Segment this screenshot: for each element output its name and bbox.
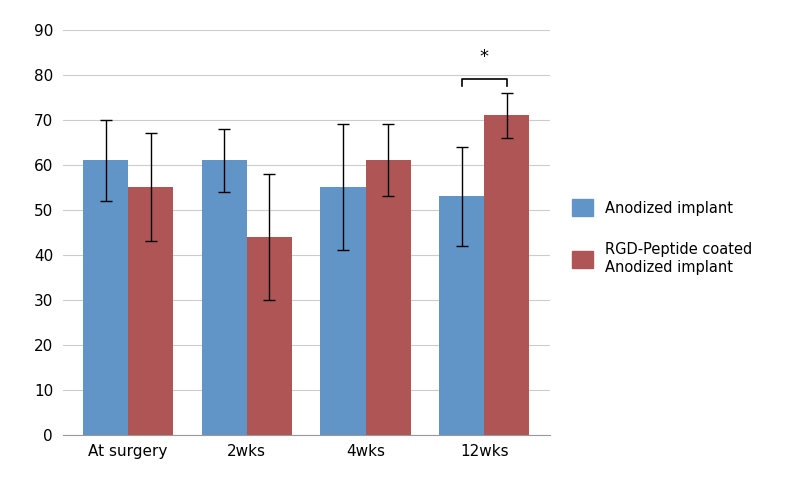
Bar <box>484 115 529 435</box>
Bar <box>128 187 173 435</box>
Bar <box>202 160 246 435</box>
Bar <box>439 196 484 435</box>
Legend: Anodized implant, RGD-Peptide coated
Anodized implant: Anodized implant, RGD-Peptide coated Ano… <box>572 200 752 275</box>
Text: *: * <box>480 47 489 66</box>
Bar <box>246 237 292 435</box>
Bar <box>83 160 128 435</box>
Bar <box>320 187 366 435</box>
Bar <box>366 160 411 435</box>
